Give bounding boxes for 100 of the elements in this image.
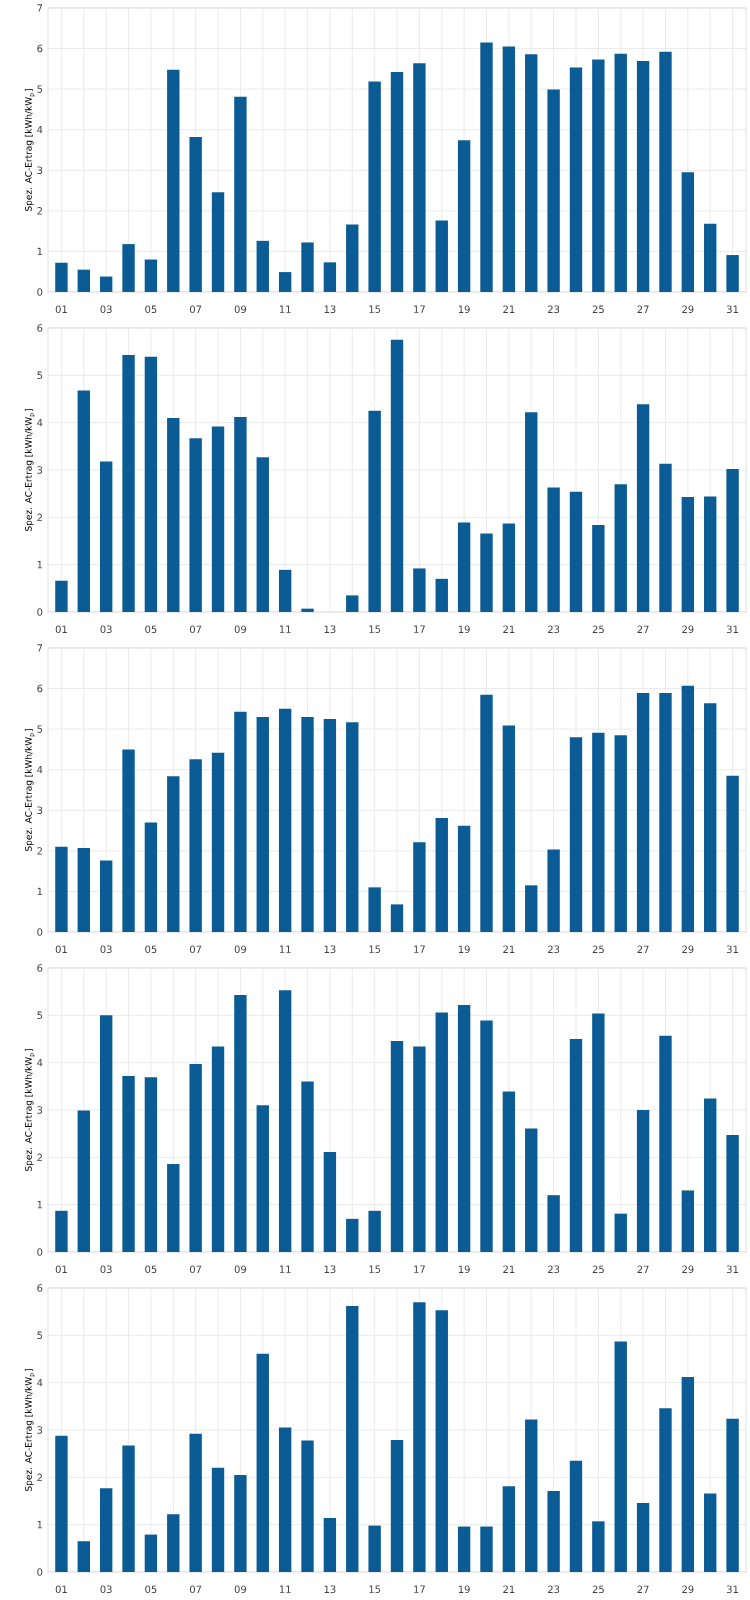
bar — [614, 53, 627, 292]
bar — [547, 1195, 560, 1252]
bar — [346, 1305, 359, 1572]
bar — [211, 426, 225, 612]
bar — [435, 817, 448, 932]
bar — [726, 1135, 739, 1252]
bar — [256, 457, 269, 612]
bar — [592, 524, 605, 612]
bar — [189, 438, 202, 612]
bar — [99, 1488, 113, 1572]
bar — [99, 276, 113, 292]
bar — [413, 1046, 426, 1252]
bar — [614, 1213, 627, 1252]
bar — [681, 172, 695, 292]
bar — [390, 339, 404, 612]
bar — [323, 718, 337, 932]
bar — [211, 1046, 225, 1252]
bar — [189, 1433, 202, 1572]
bar — [99, 860, 113, 932]
bar — [502, 1091, 516, 1252]
bar — [413, 63, 426, 292]
bar — [659, 51, 672, 292]
bar — [122, 244, 135, 292]
bar — [77, 269, 90, 292]
bar — [502, 725, 516, 932]
bar — [301, 242, 314, 292]
bar — [457, 1526, 471, 1572]
bar — [211, 1467, 225, 1572]
bar — [592, 59, 605, 292]
bar — [167, 1514, 180, 1572]
bar — [681, 1190, 695, 1252]
bar — [189, 136, 202, 292]
bar — [189, 759, 202, 932]
bar — [726, 775, 739, 932]
bar — [368, 887, 381, 932]
bar — [704, 703, 717, 932]
bar — [636, 1109, 650, 1252]
bar — [525, 1419, 538, 1572]
bar — [390, 72, 404, 292]
bar — [278, 708, 292, 932]
bar — [569, 1460, 583, 1572]
bar — [457, 522, 471, 612]
bar — [256, 240, 269, 292]
bar — [569, 1038, 583, 1252]
bar — [480, 1526, 493, 1572]
bar — [502, 46, 516, 292]
bar — [234, 416, 247, 612]
bar — [726, 255, 739, 292]
bar — [144, 822, 158, 932]
bar — [55, 262, 68, 292]
bar — [636, 61, 650, 292]
bar — [55, 846, 68, 932]
bar — [614, 1341, 627, 1572]
bar — [346, 224, 359, 292]
bar — [144, 259, 158, 292]
bar — [234, 994, 247, 1252]
bar — [413, 1302, 426, 1572]
bar — [435, 1012, 448, 1252]
bar — [681, 496, 695, 612]
bar — [122, 1075, 135, 1252]
bar — [435, 220, 448, 292]
bar — [569, 67, 583, 292]
bar — [323, 1518, 337, 1572]
bar — [659, 693, 672, 932]
bar — [413, 842, 426, 932]
bar — [569, 737, 583, 932]
bar — [55, 580, 68, 612]
bar — [144, 1534, 158, 1572]
bar — [525, 1128, 538, 1252]
bar — [77, 390, 90, 612]
bar — [346, 722, 359, 932]
bar — [457, 1004, 471, 1252]
bar — [659, 463, 672, 612]
bar — [592, 1521, 605, 1572]
bar — [547, 849, 560, 932]
bar — [323, 1152, 337, 1252]
bar — [726, 1418, 739, 1572]
bar — [435, 1310, 448, 1572]
bar — [301, 716, 314, 932]
bar — [704, 1098, 717, 1252]
bar — [614, 735, 627, 932]
bar — [301, 1081, 314, 1252]
bar — [547, 89, 560, 292]
bar — [278, 569, 292, 612]
bar — [77, 847, 90, 932]
bar — [167, 69, 180, 292]
bar — [413, 568, 426, 612]
bar — [480, 533, 493, 612]
bar — [502, 523, 516, 612]
bar — [704, 1493, 717, 1572]
bar — [390, 1040, 404, 1252]
bar — [301, 1440, 314, 1572]
bar — [167, 1163, 180, 1252]
bar — [77, 1110, 90, 1252]
bar — [390, 1439, 404, 1572]
bar — [636, 693, 650, 932]
bar — [122, 1445, 135, 1572]
bar — [659, 1035, 672, 1252]
bar — [167, 776, 180, 932]
bar — [592, 1013, 605, 1252]
